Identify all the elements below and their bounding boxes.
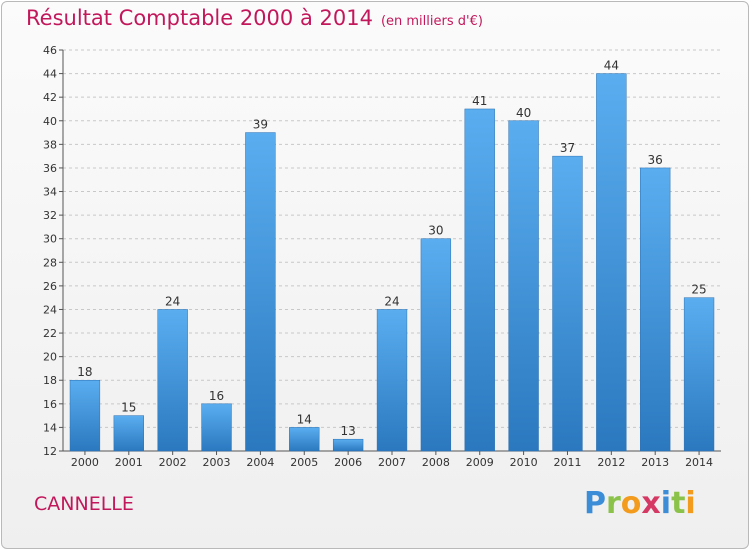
y-tick-label: 34 bbox=[43, 186, 57, 199]
x-tick-label: 2004 bbox=[246, 456, 274, 469]
bar bbox=[332, 438, 364, 452]
y-tick-label: 20 bbox=[43, 351, 57, 364]
x-tick-label: 2011 bbox=[553, 456, 581, 469]
chart-title: Résultat Comptable 2000 à 2014 bbox=[26, 6, 373, 30]
bar bbox=[596, 73, 627, 452]
bar bbox=[157, 309, 188, 452]
bar-value-label: 24 bbox=[384, 294, 399, 308]
bar-value-label: 36 bbox=[648, 153, 663, 167]
bars bbox=[69, 73, 715, 452]
logo-letter: o bbox=[620, 486, 642, 521]
bar-value-label: 24 bbox=[165, 294, 180, 308]
bar-value-label: 18 bbox=[77, 365, 92, 379]
x-tick-label: 2010 bbox=[510, 456, 538, 469]
x-tick-label: 2013 bbox=[641, 456, 669, 469]
y-tick-label: 28 bbox=[43, 256, 57, 269]
bar-value-label: 25 bbox=[691, 283, 706, 297]
x-tick-label: 2008 bbox=[422, 456, 450, 469]
bar bbox=[69, 379, 101, 452]
y-tick-label: 14 bbox=[43, 421, 57, 434]
bar bbox=[245, 132, 276, 452]
proxiti-logo: Proxiti bbox=[584, 486, 696, 521]
bar-value-label: 41 bbox=[472, 94, 487, 108]
y-tick-label: 30 bbox=[43, 233, 57, 246]
bar-value-label: 30 bbox=[428, 224, 443, 238]
bar bbox=[201, 403, 232, 452]
x-tick-label: 2005 bbox=[290, 456, 318, 469]
x-tick-label: 2002 bbox=[159, 456, 187, 469]
y-tick-label: 26 bbox=[43, 280, 57, 293]
x-tick-label: 2006 bbox=[334, 456, 362, 469]
x-tick-label: 2003 bbox=[203, 456, 231, 469]
y-tick-label: 38 bbox=[43, 138, 57, 151]
bar-value-label: 14 bbox=[297, 412, 312, 426]
bar-value-label: 39 bbox=[253, 118, 268, 132]
bar bbox=[464, 108, 495, 452]
bar bbox=[640, 167, 671, 452]
logo-letter: P bbox=[584, 486, 606, 521]
bar-value-label: 44 bbox=[604, 59, 619, 73]
bar bbox=[508, 120, 539, 452]
x-tick-label: 2009 bbox=[466, 456, 494, 469]
y-tick-label: 32 bbox=[43, 209, 57, 222]
y-tick-label: 46 bbox=[43, 44, 57, 57]
value-labels: 18 2000 15 2001 24 2002 16 2003 39 2004 14 2005 13 20… bbox=[71, 59, 713, 469]
bar bbox=[289, 427, 320, 452]
bar-value-label: 13 bbox=[340, 424, 355, 438]
bar bbox=[552, 155, 583, 452]
bar-value-label: 16 bbox=[209, 389, 224, 403]
bar bbox=[683, 297, 715, 452]
y-tick-label: 42 bbox=[43, 91, 57, 104]
bar bbox=[113, 415, 144, 452]
x-tick-label: 2014 bbox=[685, 456, 713, 469]
bar-value-label: 15 bbox=[121, 401, 136, 415]
y-tick-label: 44 bbox=[43, 68, 57, 81]
y-tick-label: 16 bbox=[43, 398, 57, 411]
y-tick-label: 12 bbox=[43, 445, 57, 458]
chart-title-block: Résultat Comptable 2000 à 2014 (en millie… bbox=[26, 6, 483, 30]
commune-name: CANNELLE bbox=[34, 493, 134, 515]
x-tick-label: 2000 bbox=[71, 456, 99, 469]
chart-subtitle: (en milliers d'€) bbox=[380, 14, 483, 29]
x-tick-label: 2001 bbox=[115, 456, 143, 469]
y-tick-label: 24 bbox=[43, 303, 57, 316]
logo-letter: i bbox=[660, 486, 672, 521]
x-tick-label: 2007 bbox=[378, 456, 406, 469]
bar-value-label: 37 bbox=[560, 141, 575, 155]
y-tick-label: 22 bbox=[43, 327, 57, 340]
bar bbox=[376, 309, 408, 452]
bar bbox=[420, 238, 452, 452]
logo-letter: i bbox=[685, 486, 696, 521]
y-tick-label: 36 bbox=[43, 162, 57, 175]
logo-letter: t bbox=[671, 486, 686, 521]
y-tick-label: 40 bbox=[43, 115, 57, 128]
bar-value-label: 40 bbox=[516, 106, 531, 120]
logo-letter: x bbox=[641, 486, 661, 521]
x-tick-label: 2012 bbox=[597, 456, 625, 469]
logo-letter: r bbox=[606, 486, 621, 521]
y-tick-label: 18 bbox=[43, 374, 57, 387]
